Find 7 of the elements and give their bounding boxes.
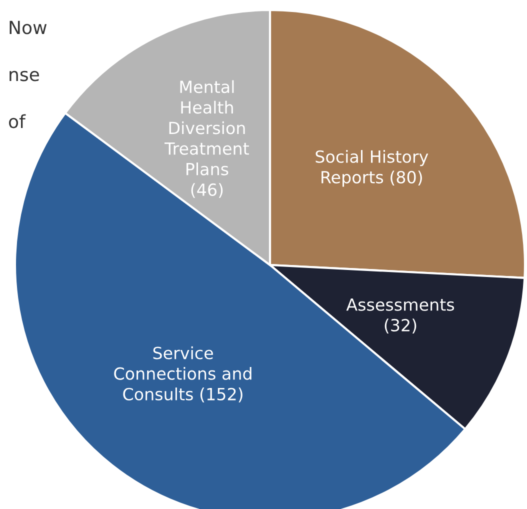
slice-label: Service Connections and Consults (152)	[114, 346, 252, 402]
text: Now	[10, 20, 47, 34]
text: nse	[10, 70, 39, 82]
text: of	[8, 114, 26, 128]
slice-label: Assessments (32)	[346, 298, 454, 334]
slice-label: Mental Health Diversion Treatment Plans (46)	[164, 80, 249, 198]
slice-label: Social History Reports (80)	[316, 150, 428, 187]
